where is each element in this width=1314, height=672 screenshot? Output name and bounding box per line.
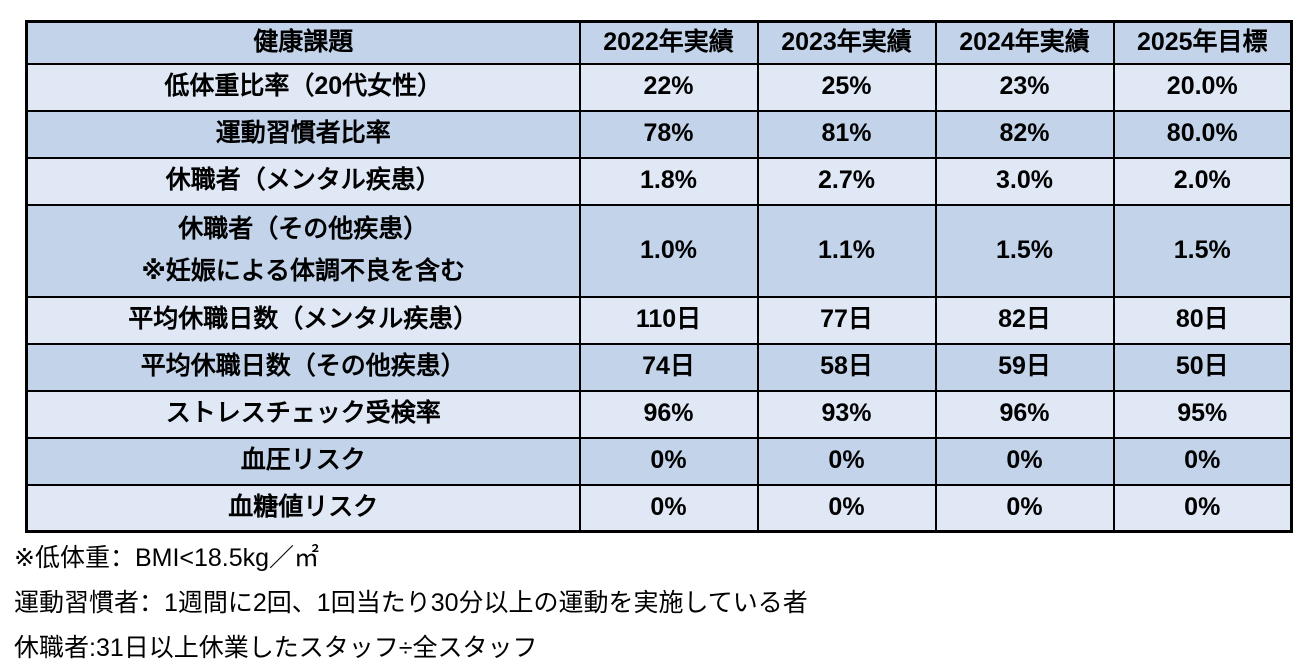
value-cell: 1.5% bbox=[934, 203, 1115, 298]
table-row: 休職者（その他疾患） ※妊娠による体調不良を含む 1.0% 1.1% 1.5% … bbox=[25, 203, 1293, 298]
value-cell: 50日 bbox=[1112, 342, 1293, 392]
value-cell: 77日 bbox=[756, 295, 937, 345]
table-row: 低体重比率（20代女性） 22% 25% 23% 20.0% bbox=[25, 62, 1293, 112]
value-cell: 82日 bbox=[934, 295, 1115, 345]
table-row: 平均休職日数（その他疾患） 74日 58日 59日 50日 bbox=[25, 342, 1293, 392]
value-cell: 1.8% bbox=[578, 156, 759, 206]
value-cell: 0% bbox=[578, 436, 759, 486]
value-cell: 0% bbox=[1112, 483, 1293, 533]
row-label-cell: 血糖値リスク bbox=[25, 483, 581, 533]
value-cell: 20.0% bbox=[1112, 62, 1293, 112]
header-cell-2022-actual: 2022年実績 bbox=[578, 20, 759, 65]
row-label-line2: ※妊娠による体調不良を含む bbox=[141, 256, 466, 285]
table-row: ストレスチェック受検率 96% 93% 96% 95% bbox=[25, 389, 1293, 439]
row-label-cell: 運動習慣者比率 bbox=[25, 109, 581, 159]
value-cell: 2.7% bbox=[756, 156, 937, 206]
value-cell: 0% bbox=[934, 436, 1115, 486]
footnotes: ※低体重：BMI<18.5kg／㎡ 運動習慣者：1週間に2回、1回当たり30分以… bbox=[14, 536, 808, 671]
value-cell: 23% bbox=[934, 62, 1115, 112]
value-cell: 0% bbox=[934, 483, 1115, 533]
row-label-cell: 平均休職日数（その他疾患） bbox=[25, 342, 581, 392]
value-cell: 58日 bbox=[756, 342, 937, 392]
value-cell: 0% bbox=[578, 483, 759, 533]
value-cell: 1.1% bbox=[756, 203, 937, 298]
value-cell: 96% bbox=[934, 389, 1115, 439]
value-cell: 80.0% bbox=[1112, 109, 1293, 159]
footnote-low-weight: ※低体重：BMI<18.5kg／㎡ bbox=[14, 544, 320, 572]
table-row: 血糖値リスク 0% 0% 0% 0% bbox=[25, 483, 1293, 533]
table-row: 休職者（メンタル疾患） 1.8% 2.7% 3.0% 2.0% bbox=[25, 156, 1293, 206]
value-cell: 96% bbox=[578, 389, 759, 439]
row-label-cell: 平均休職日数（メンタル疾患） bbox=[25, 295, 581, 345]
footnote-leave-definition: 休職者:31日以上休業したスタッフ÷全スタッフ bbox=[14, 634, 538, 662]
value-cell: 80日 bbox=[1112, 295, 1293, 345]
value-cell: 78% bbox=[578, 109, 759, 159]
value-cell: 95% bbox=[1112, 389, 1293, 439]
row-label-cell: 低体重比率（20代女性） bbox=[25, 62, 581, 112]
value-cell: 81% bbox=[756, 109, 937, 159]
header-row: 健康課題 2022年実績 2023年実績 2024年実績 2025年目標 bbox=[25, 20, 1293, 65]
row-label-cell: 休職者（メンタル疾患） bbox=[25, 156, 581, 206]
table-row: 運動習慣者比率 78% 81% 82% 80.0% bbox=[25, 109, 1293, 159]
row-label-line1: 休職者（その他疾患） bbox=[178, 215, 429, 244]
value-cell: 82% bbox=[934, 109, 1115, 159]
header-cell-health-issue: 健康課題 bbox=[25, 20, 581, 65]
value-cell: 74日 bbox=[578, 342, 759, 392]
header-cell-2025-target: 2025年目標 bbox=[1112, 20, 1293, 65]
value-cell: 59日 bbox=[934, 342, 1115, 392]
row-label-cell: 休職者（その他疾患） ※妊娠による体調不良を含む bbox=[25, 203, 581, 298]
value-cell: 110日 bbox=[578, 295, 759, 345]
value-cell: 93% bbox=[756, 389, 937, 439]
health-metrics-table: 健康課題 2022年実績 2023年実績 2024年実績 2025年目標 低体重… bbox=[25, 20, 1293, 533]
value-cell: 1.5% bbox=[1112, 203, 1293, 298]
value-cell: 3.0% bbox=[934, 156, 1115, 206]
value-cell: 0% bbox=[1112, 436, 1293, 486]
footnote-exercise-habit: 運動習慣者：1週間に2回、1回当たり30分以上の運動を実施している者 bbox=[14, 589, 808, 617]
value-cell: 0% bbox=[756, 483, 937, 533]
header-cell-2023-actual: 2023年実績 bbox=[756, 20, 937, 65]
value-cell: 1.0% bbox=[578, 203, 759, 298]
table-row: 平均休職日数（メンタル疾患） 110日 77日 82日 80日 bbox=[25, 295, 1293, 345]
row-label-cell: 血圧リスク bbox=[25, 436, 581, 486]
value-cell: 2.0% bbox=[1112, 156, 1293, 206]
value-cell: 25% bbox=[756, 62, 937, 112]
value-cell: 0% bbox=[756, 436, 937, 486]
row-label-cell: ストレスチェック受検率 bbox=[25, 389, 581, 439]
value-cell: 22% bbox=[578, 62, 759, 112]
table-row: 血圧リスク 0% 0% 0% 0% bbox=[25, 436, 1293, 486]
header-cell-2024-actual: 2024年実績 bbox=[934, 20, 1115, 65]
